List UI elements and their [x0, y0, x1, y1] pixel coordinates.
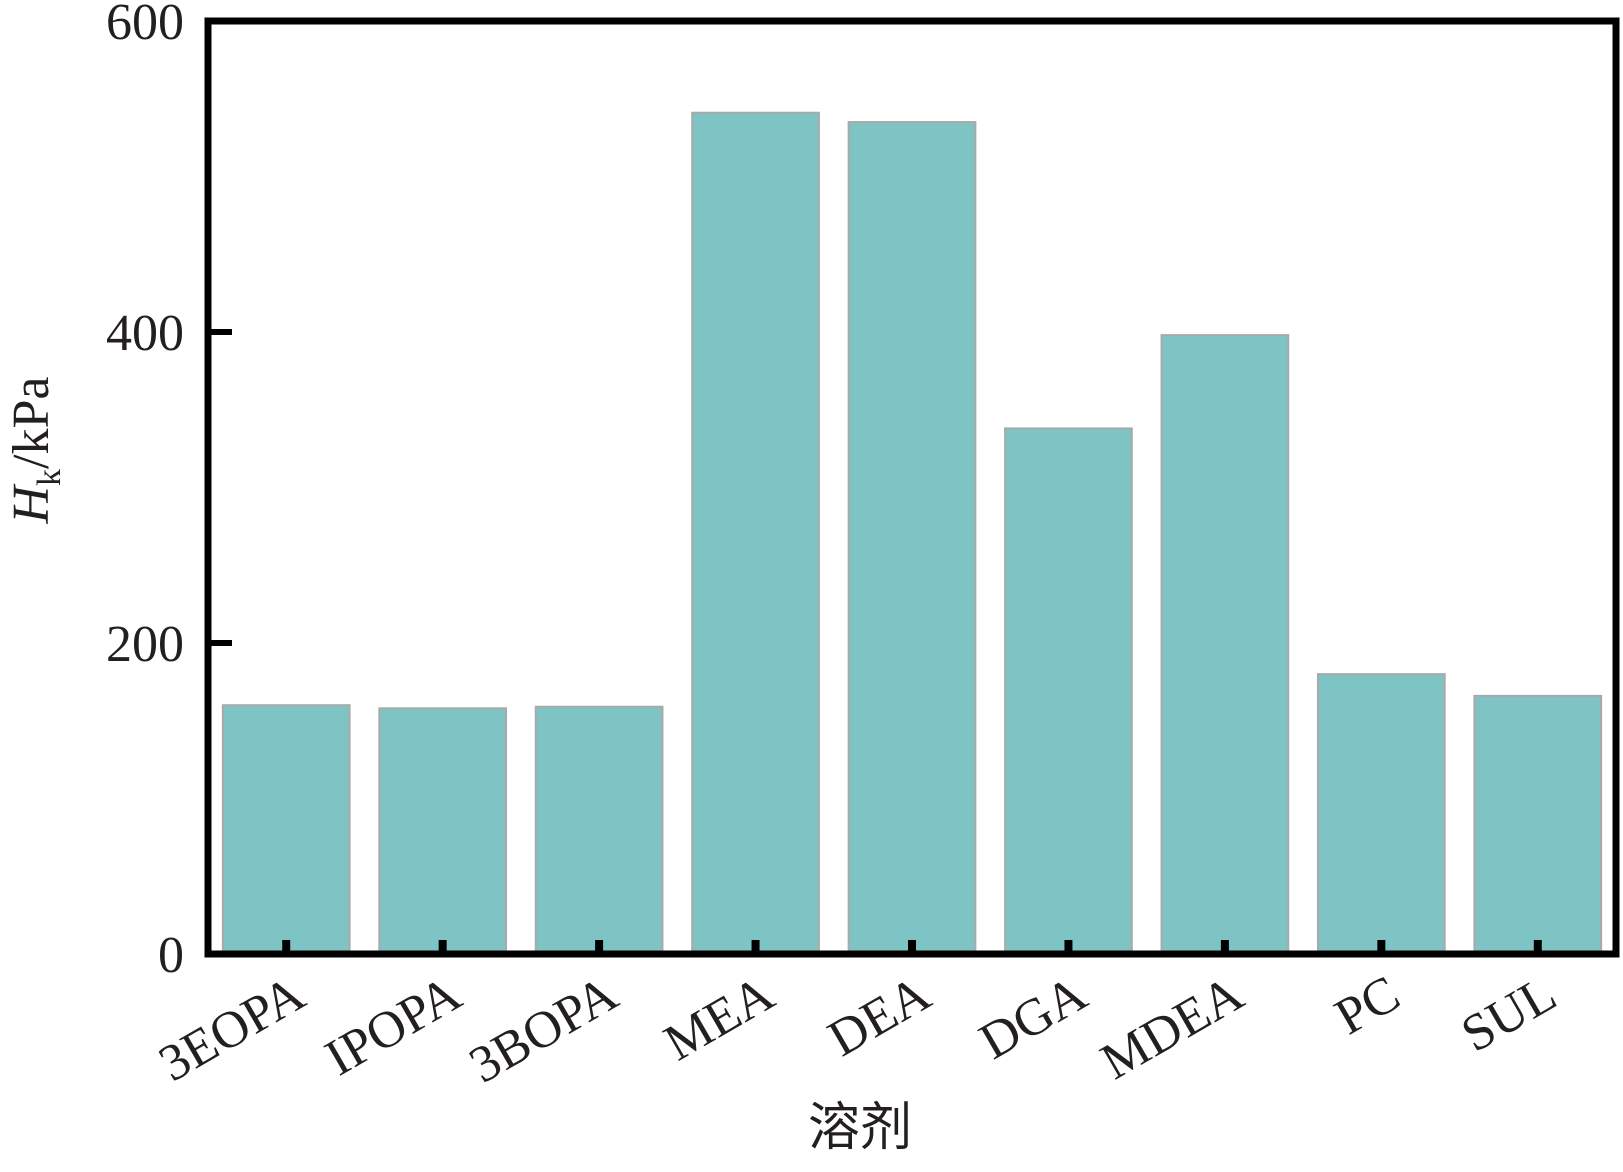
x-tick-label: 3BOPA: [460, 965, 627, 1095]
y-tick-label: 400: [106, 305, 184, 362]
y-label-subscript: k: [31, 469, 68, 486]
bar: [1004, 427, 1133, 956]
bar: [1160, 334, 1290, 955]
x-tick-label: DEA: [819, 965, 940, 1068]
bar: [378, 707, 508, 955]
x-tick-label: IPOPA: [316, 965, 471, 1087]
y-tick-label: 200: [106, 616, 184, 673]
y-tick-label: 0: [158, 927, 184, 984]
y-axis-label: Hk/kPa: [3, 376, 68, 524]
bar: [221, 704, 351, 956]
bar: [847, 121, 977, 955]
bar: [691, 111, 820, 956]
x-tick-label: PC: [1326, 965, 1410, 1046]
x-tick-label: 3EOPA: [150, 965, 315, 1093]
x-axis-label: 溶剂: [808, 1100, 912, 1157]
x-tick-label: SUL: [1452, 965, 1566, 1063]
plot-frame: [204, 17, 1620, 958]
y-label-unit: /kPa: [3, 376, 60, 468]
bar: [1473, 694, 1603, 955]
bar: [1316, 673, 1446, 955]
x-tick-label: DGA: [970, 965, 1096, 1071]
y-label-symbol: H: [3, 484, 60, 525]
y-tick-label: 600: [106, 0, 184, 51]
x-tick-label: MEA: [655, 965, 784, 1072]
x-tick-label: MDEA: [1092, 965, 1253, 1091]
bar: [534, 705, 664, 955]
